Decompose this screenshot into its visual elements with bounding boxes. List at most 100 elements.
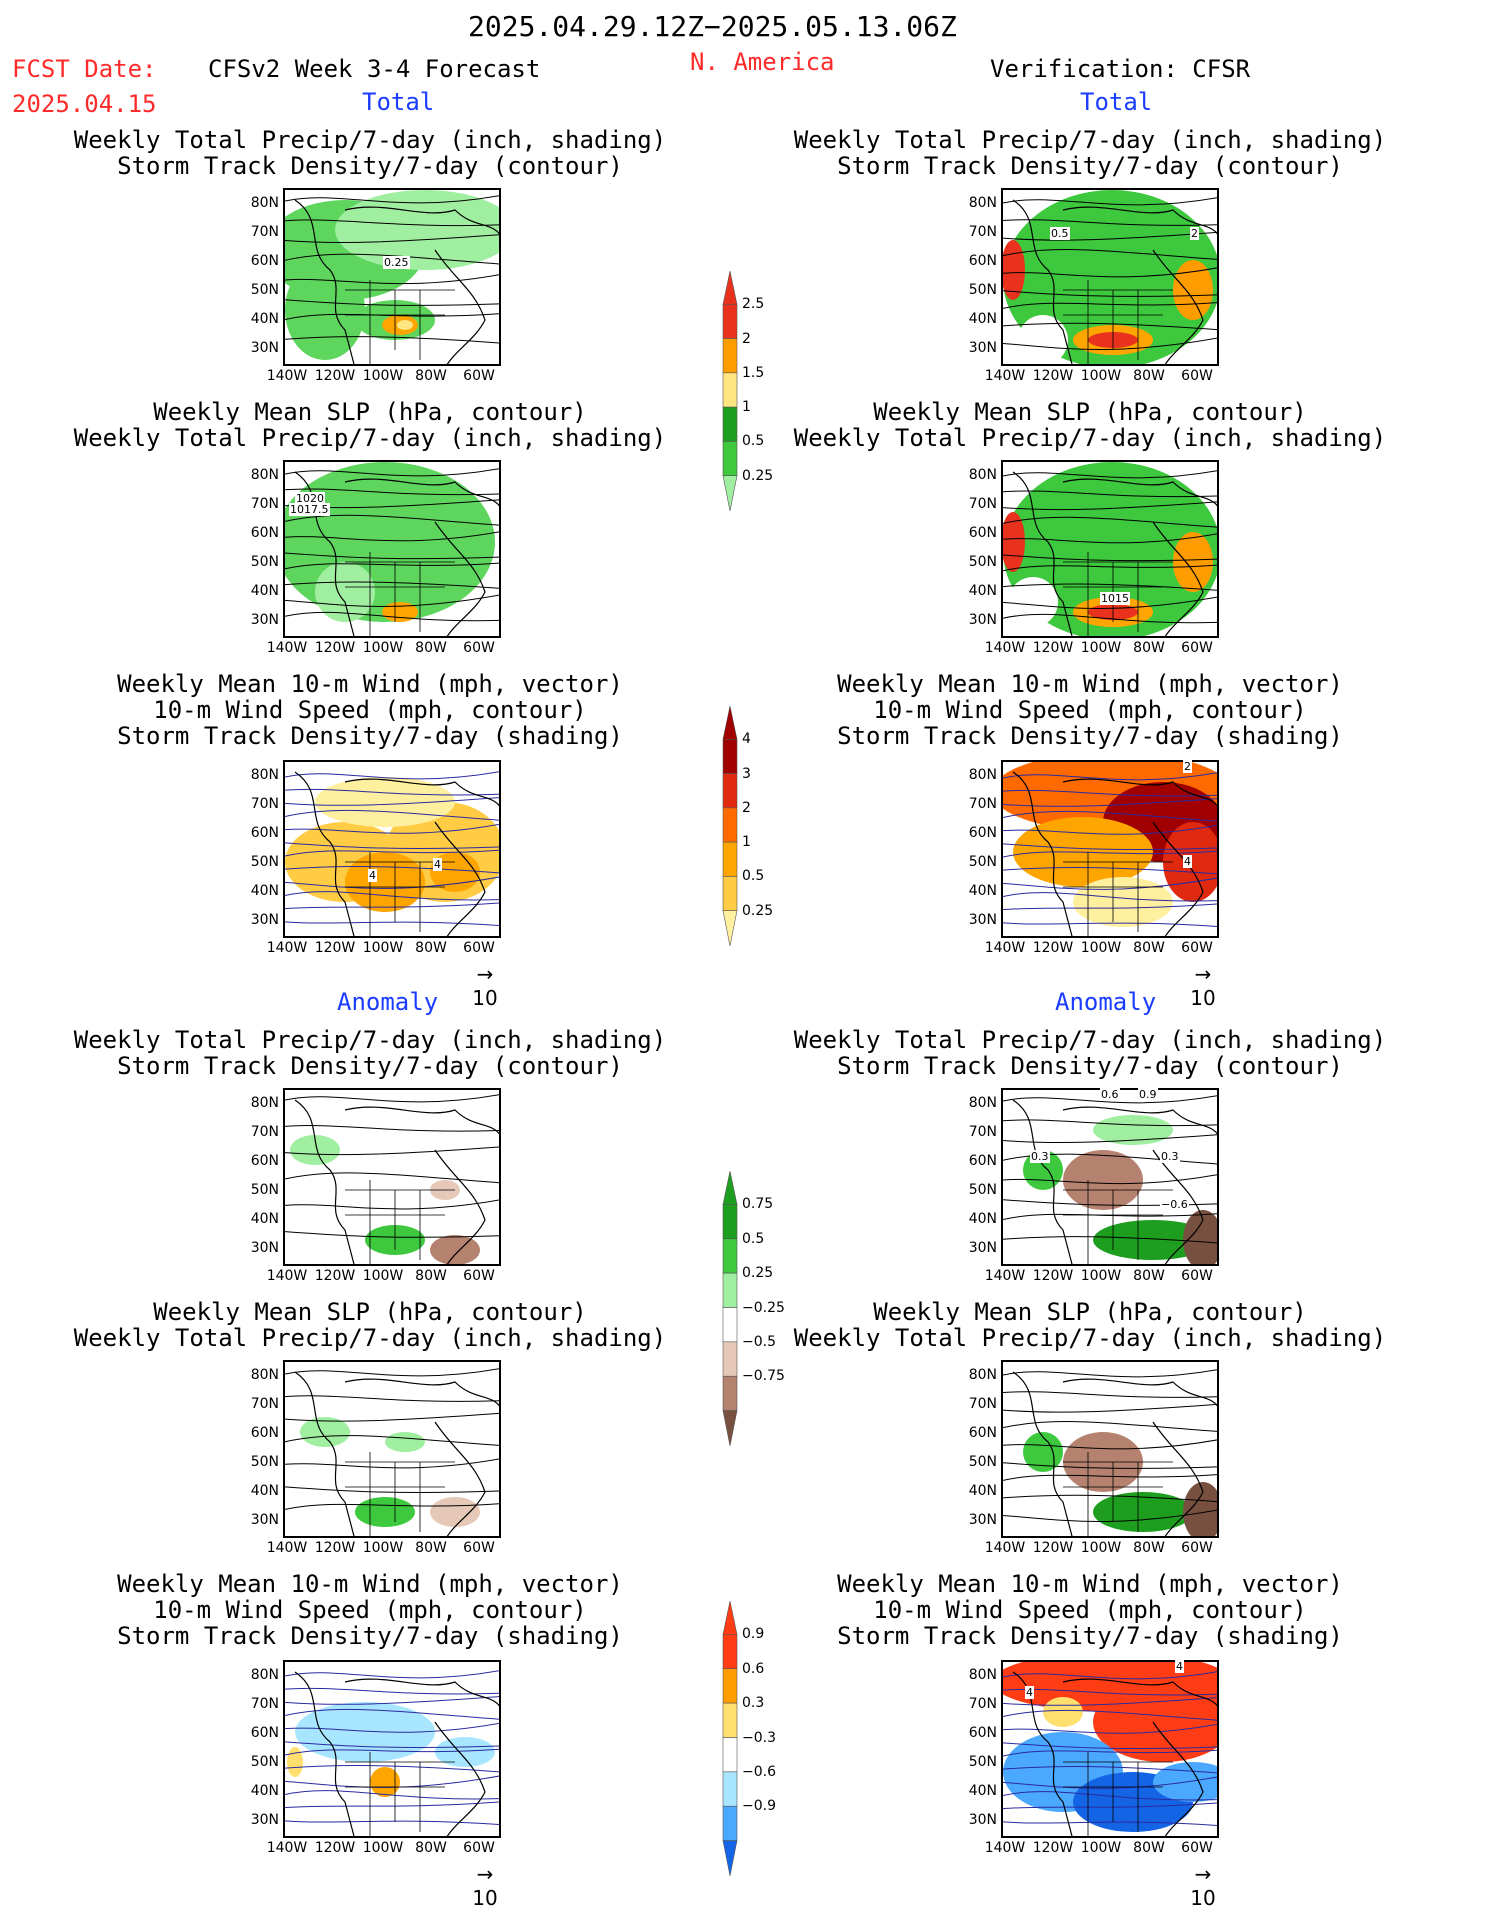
lat-tick-label: 70N (250, 496, 279, 512)
lon-tick-label: 60W (1181, 940, 1213, 956)
lat-tick-label: 80N (968, 467, 997, 483)
title-total-precip-left-2: Storm Track Density/7-day (contour) (117, 152, 623, 180)
colorbar-label: 3 (742, 765, 751, 782)
lat-tick-label: 50N (250, 282, 279, 298)
model-title: CFSv2 Week 3-4 Forecast (208, 55, 541, 83)
colorbar-label: 2.5 (742, 296, 765, 313)
map-panel-total-slp (283, 460, 501, 638)
lon-tick-label: 140W (984, 940, 1026, 956)
lon-tick-label: 140W (984, 640, 1026, 656)
map-panel-total-storm-v (1001, 760, 1219, 938)
lon-tick-label: 60W (463, 1840, 495, 1856)
lat-tick-label: 30N (968, 612, 997, 628)
lon-tick-label: 120W (1032, 640, 1074, 656)
title-total-wind-right-2: 10-m Wind Speed (mph, contour) (873, 696, 1307, 724)
contour-value-label: 4 (1183, 855, 1192, 868)
lat-tick-label: 50N (250, 554, 279, 570)
lon-tick-label: 140W (266, 1540, 308, 1556)
lon-tick-label: 140W (266, 640, 308, 656)
title-anom-wind-left-1: Weekly Mean 10-m Wind (mph, vector) (117, 1570, 623, 1598)
map-panel-total-precip (283, 188, 501, 366)
verification-title: Verification: CFSR (990, 55, 1251, 83)
lon-tick-label: 80W (1133, 368, 1165, 384)
lon-tick-label: 80W (415, 1268, 447, 1284)
lat-tick-label: 60N (250, 825, 279, 841)
lon-tick-label: 100W (1080, 1268, 1122, 1284)
colorbar-label: 0.6 (742, 1660, 765, 1677)
title-anom-wind-right-3: Storm Track Density/7-day (shading) (837, 1622, 1343, 1650)
vector-ref-3: → 10 (472, 1862, 498, 1910)
lon-tick-label: 60W (1181, 1540, 1213, 1556)
lon-tick-label: 140W (984, 368, 1026, 384)
title-anom-precip-left-1: Weekly Total Precip/7-day (inch, shading… (73, 1026, 667, 1054)
lat-tick-label: 60N (968, 1153, 997, 1169)
contour-value-label: 0.6 (1100, 1088, 1120, 1101)
lon-tick-label: 60W (1181, 640, 1213, 656)
map-panel-anom-slp-v (1001, 1360, 1219, 1538)
contour-value-label: −0.6 (1160, 1198, 1189, 1211)
lon-tick-label: 80W (415, 368, 447, 384)
lon-tick-label: 100W (362, 640, 404, 656)
lat-tick-label: 40N (250, 311, 279, 327)
lat-tick-label: 40N (250, 883, 279, 899)
lat-tick-label: 30N (968, 1512, 997, 1528)
lat-tick-label: 70N (250, 796, 279, 812)
contour-value-label: 0.3 (1160, 1150, 1180, 1163)
lon-tick-label: 60W (1181, 368, 1213, 384)
lat-tick-label: 40N (250, 1211, 279, 1227)
lat-tick-label: 80N (968, 1667, 997, 1683)
lon-tick-label: 100W (1080, 1540, 1122, 1556)
lon-tick-label: 100W (362, 940, 404, 956)
contour-value-label: 1017.5 (289, 503, 330, 516)
lon-tick-label: 60W (463, 940, 495, 956)
colorbar-label: 0.5 (742, 868, 765, 885)
title-total-slp-left-1: Weekly Mean SLP (hPa, contour) (153, 398, 587, 426)
title-anom-slp-left-1: Weekly Mean SLP (hPa, contour) (153, 1298, 587, 1326)
title-total-slp-left-2: Weekly Total Precip/7-day (inch, shading… (73, 424, 667, 452)
lat-tick-label: 70N (968, 796, 997, 812)
title-anom-wind-right-1: Weekly Mean 10-m Wind (mph, vector) (837, 1570, 1343, 1598)
lat-tick-label: 40N (250, 1483, 279, 1499)
lat-tick-label: 50N (250, 1182, 279, 1198)
lon-tick-label: 100W (1080, 368, 1122, 384)
period-title: 2025.04.29.12Z−2025.05.13.06Z (468, 10, 957, 43)
lon-tick-label: 60W (463, 1268, 495, 1284)
lat-tick-label: 30N (968, 340, 997, 356)
lat-tick-label: 60N (250, 1425, 279, 1441)
lon-tick-label: 80W (1133, 640, 1165, 656)
lat-tick-label: 30N (250, 612, 279, 628)
lon-tick-label: 120W (314, 1268, 356, 1284)
lat-tick-label: 30N (250, 1812, 279, 1828)
lat-tick-label: 50N (968, 282, 997, 298)
lat-tick-label: 80N (968, 767, 997, 783)
title-total-precip-right-2: Storm Track Density/7-day (contour) (837, 152, 1343, 180)
lat-tick-label: 50N (968, 554, 997, 570)
title-total-slp-right-2: Weekly Total Precip/7-day (inch, shading… (793, 424, 1387, 452)
title-total-wind-right-3: Storm Track Density/7-day (shading) (837, 722, 1343, 750)
lon-tick-label: 120W (314, 940, 356, 956)
lon-tick-label: 100W (362, 1840, 404, 1856)
colorbar-label: −0.9 (742, 1798, 776, 1815)
lon-tick-label: 80W (415, 1840, 447, 1856)
lon-tick-label: 140W (984, 1268, 1026, 1284)
title-total-wind-right-1: Weekly Mean 10-m Wind (mph, vector) (837, 670, 1343, 698)
lat-tick-label: 70N (250, 1124, 279, 1140)
lat-tick-label: 80N (968, 1095, 997, 1111)
lat-tick-label: 80N (250, 195, 279, 211)
map-panel-total-storm (283, 760, 501, 938)
lon-tick-label: 140W (266, 1840, 308, 1856)
colorbar-label: 0.25 (742, 1265, 774, 1282)
lon-tick-label: 120W (314, 640, 356, 656)
lat-tick-label: 50N (250, 1454, 279, 1470)
lat-tick-label: 70N (968, 1396, 997, 1412)
lon-tick-label: 120W (314, 368, 356, 384)
contour-value-label: 1015 (1100, 592, 1130, 605)
title-anom-precip-right-2: Storm Track Density/7-day (contour) (837, 1052, 1343, 1080)
title-anom-slp-right-1: Weekly Mean SLP (hPa, contour) (873, 1298, 1307, 1326)
contour-value-label: 0.3 (1030, 1150, 1050, 1163)
lat-tick-label: 70N (250, 224, 279, 240)
lat-tick-label: 50N (968, 1182, 997, 1198)
lat-tick-label: 80N (250, 767, 279, 783)
lat-tick-label: 50N (250, 1754, 279, 1770)
colorbar-label: 0.25 (742, 467, 774, 484)
